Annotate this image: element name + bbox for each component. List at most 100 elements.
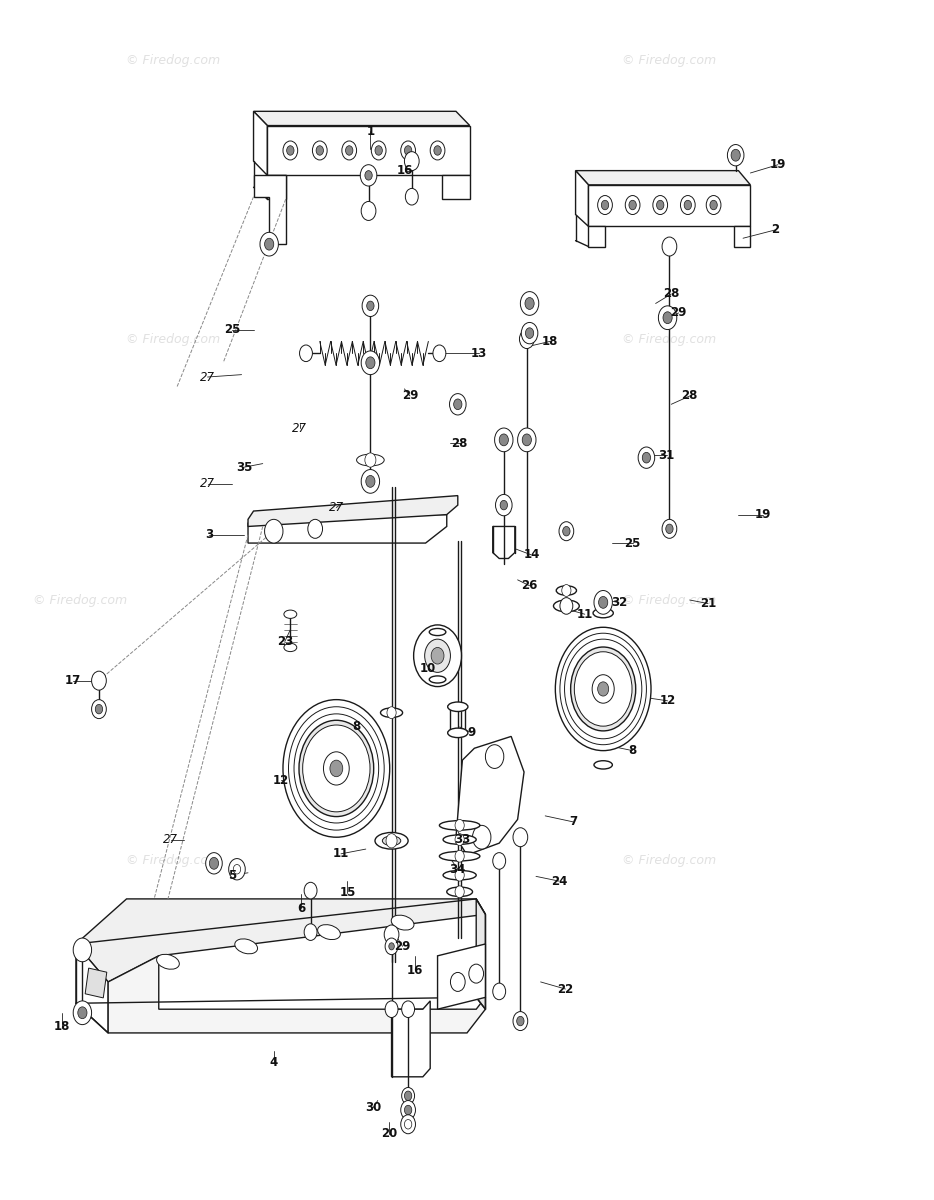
Text: 27: 27 [200, 478, 215, 491]
Polygon shape [253, 112, 470, 126]
Circle shape [78, 1007, 87, 1019]
Ellipse shape [443, 835, 476, 845]
Circle shape [496, 494, 512, 516]
Polygon shape [253, 112, 267, 175]
Text: 14: 14 [523, 548, 540, 562]
Text: © Firedog.com: © Firedog.com [622, 594, 716, 606]
Circle shape [361, 164, 376, 186]
Text: © Firedog.com: © Firedog.com [622, 332, 716, 346]
Polygon shape [575, 170, 750, 185]
Circle shape [404, 145, 412, 155]
Circle shape [433, 344, 446, 361]
Circle shape [312, 140, 327, 160]
Ellipse shape [357, 454, 384, 466]
Circle shape [592, 674, 615, 703]
Polygon shape [267, 175, 286, 199]
Ellipse shape [446, 887, 473, 896]
Circle shape [598, 682, 609, 696]
Ellipse shape [439, 852, 480, 860]
Circle shape [405, 188, 418, 205]
Circle shape [598, 196, 613, 215]
Ellipse shape [382, 836, 401, 846]
Text: 12: 12 [659, 695, 675, 707]
Circle shape [264, 239, 274, 250]
Text: 18: 18 [542, 335, 558, 348]
Ellipse shape [447, 728, 468, 738]
Circle shape [629, 200, 636, 210]
Circle shape [264, 520, 283, 544]
Text: 25: 25 [625, 536, 641, 550]
Circle shape [455, 834, 464, 846]
Circle shape [92, 671, 106, 690]
Polygon shape [253, 175, 286, 244]
Text: 16: 16 [406, 964, 423, 977]
Text: 29: 29 [402, 390, 418, 402]
Circle shape [662, 520, 677, 539]
Circle shape [434, 145, 441, 155]
Circle shape [386, 834, 397, 848]
Text: © Firedog.com: © Firedog.com [34, 594, 128, 606]
Circle shape [425, 640, 450, 672]
Text: 11: 11 [333, 847, 349, 860]
Circle shape [304, 924, 317, 941]
Text: 25: 25 [224, 323, 241, 336]
Polygon shape [391, 1001, 431, 1076]
Circle shape [657, 200, 664, 210]
Ellipse shape [594, 761, 613, 769]
Circle shape [455, 820, 464, 832]
Polygon shape [588, 185, 750, 227]
Text: 5: 5 [228, 869, 236, 882]
Circle shape [73, 1001, 92, 1025]
Ellipse shape [447, 702, 468, 712]
Text: 10: 10 [419, 662, 435, 676]
Text: © Firedog.com: © Firedog.com [622, 54, 716, 67]
Circle shape [571, 647, 636, 731]
Circle shape [294, 714, 378, 823]
Text: 35: 35 [236, 461, 252, 474]
Text: 27: 27 [292, 421, 307, 434]
Circle shape [234, 864, 241, 874]
Circle shape [638, 446, 655, 468]
Circle shape [402, 1087, 415, 1104]
Circle shape [346, 145, 353, 155]
Text: 30: 30 [365, 1102, 381, 1114]
Polygon shape [493, 527, 515, 558]
Polygon shape [437, 944, 486, 1009]
Circle shape [643, 452, 651, 463]
Circle shape [658, 306, 677, 330]
Text: 6: 6 [297, 902, 305, 914]
Circle shape [414, 625, 461, 686]
Circle shape [384, 925, 399, 944]
Text: 18: 18 [54, 1020, 70, 1033]
Circle shape [401, 140, 416, 160]
Text: 33: 33 [454, 833, 471, 846]
Circle shape [520, 292, 539, 316]
Circle shape [663, 312, 672, 324]
Circle shape [681, 196, 695, 215]
Circle shape [361, 350, 379, 374]
Text: 32: 32 [611, 596, 627, 608]
Circle shape [559, 522, 573, 541]
Circle shape [574, 652, 632, 726]
Circle shape [92, 700, 106, 719]
Text: 8: 8 [352, 720, 361, 733]
Text: 23: 23 [276, 635, 293, 648]
Circle shape [365, 170, 373, 180]
Circle shape [455, 869, 464, 881]
Bar [85, 968, 106, 998]
Circle shape [323, 752, 349, 785]
Text: © Firedog.com: © Firedog.com [125, 332, 219, 346]
Circle shape [449, 394, 466, 415]
Ellipse shape [554, 600, 579, 612]
Circle shape [706, 196, 721, 215]
Text: 21: 21 [700, 598, 716, 610]
Circle shape [432, 648, 444, 664]
Circle shape [205, 853, 222, 874]
Polygon shape [76, 944, 108, 1033]
Circle shape [517, 1016, 524, 1026]
Circle shape [404, 1091, 412, 1100]
Text: 29: 29 [671, 306, 686, 319]
Circle shape [404, 1120, 412, 1129]
Circle shape [404, 151, 419, 170]
Circle shape [526, 328, 533, 338]
